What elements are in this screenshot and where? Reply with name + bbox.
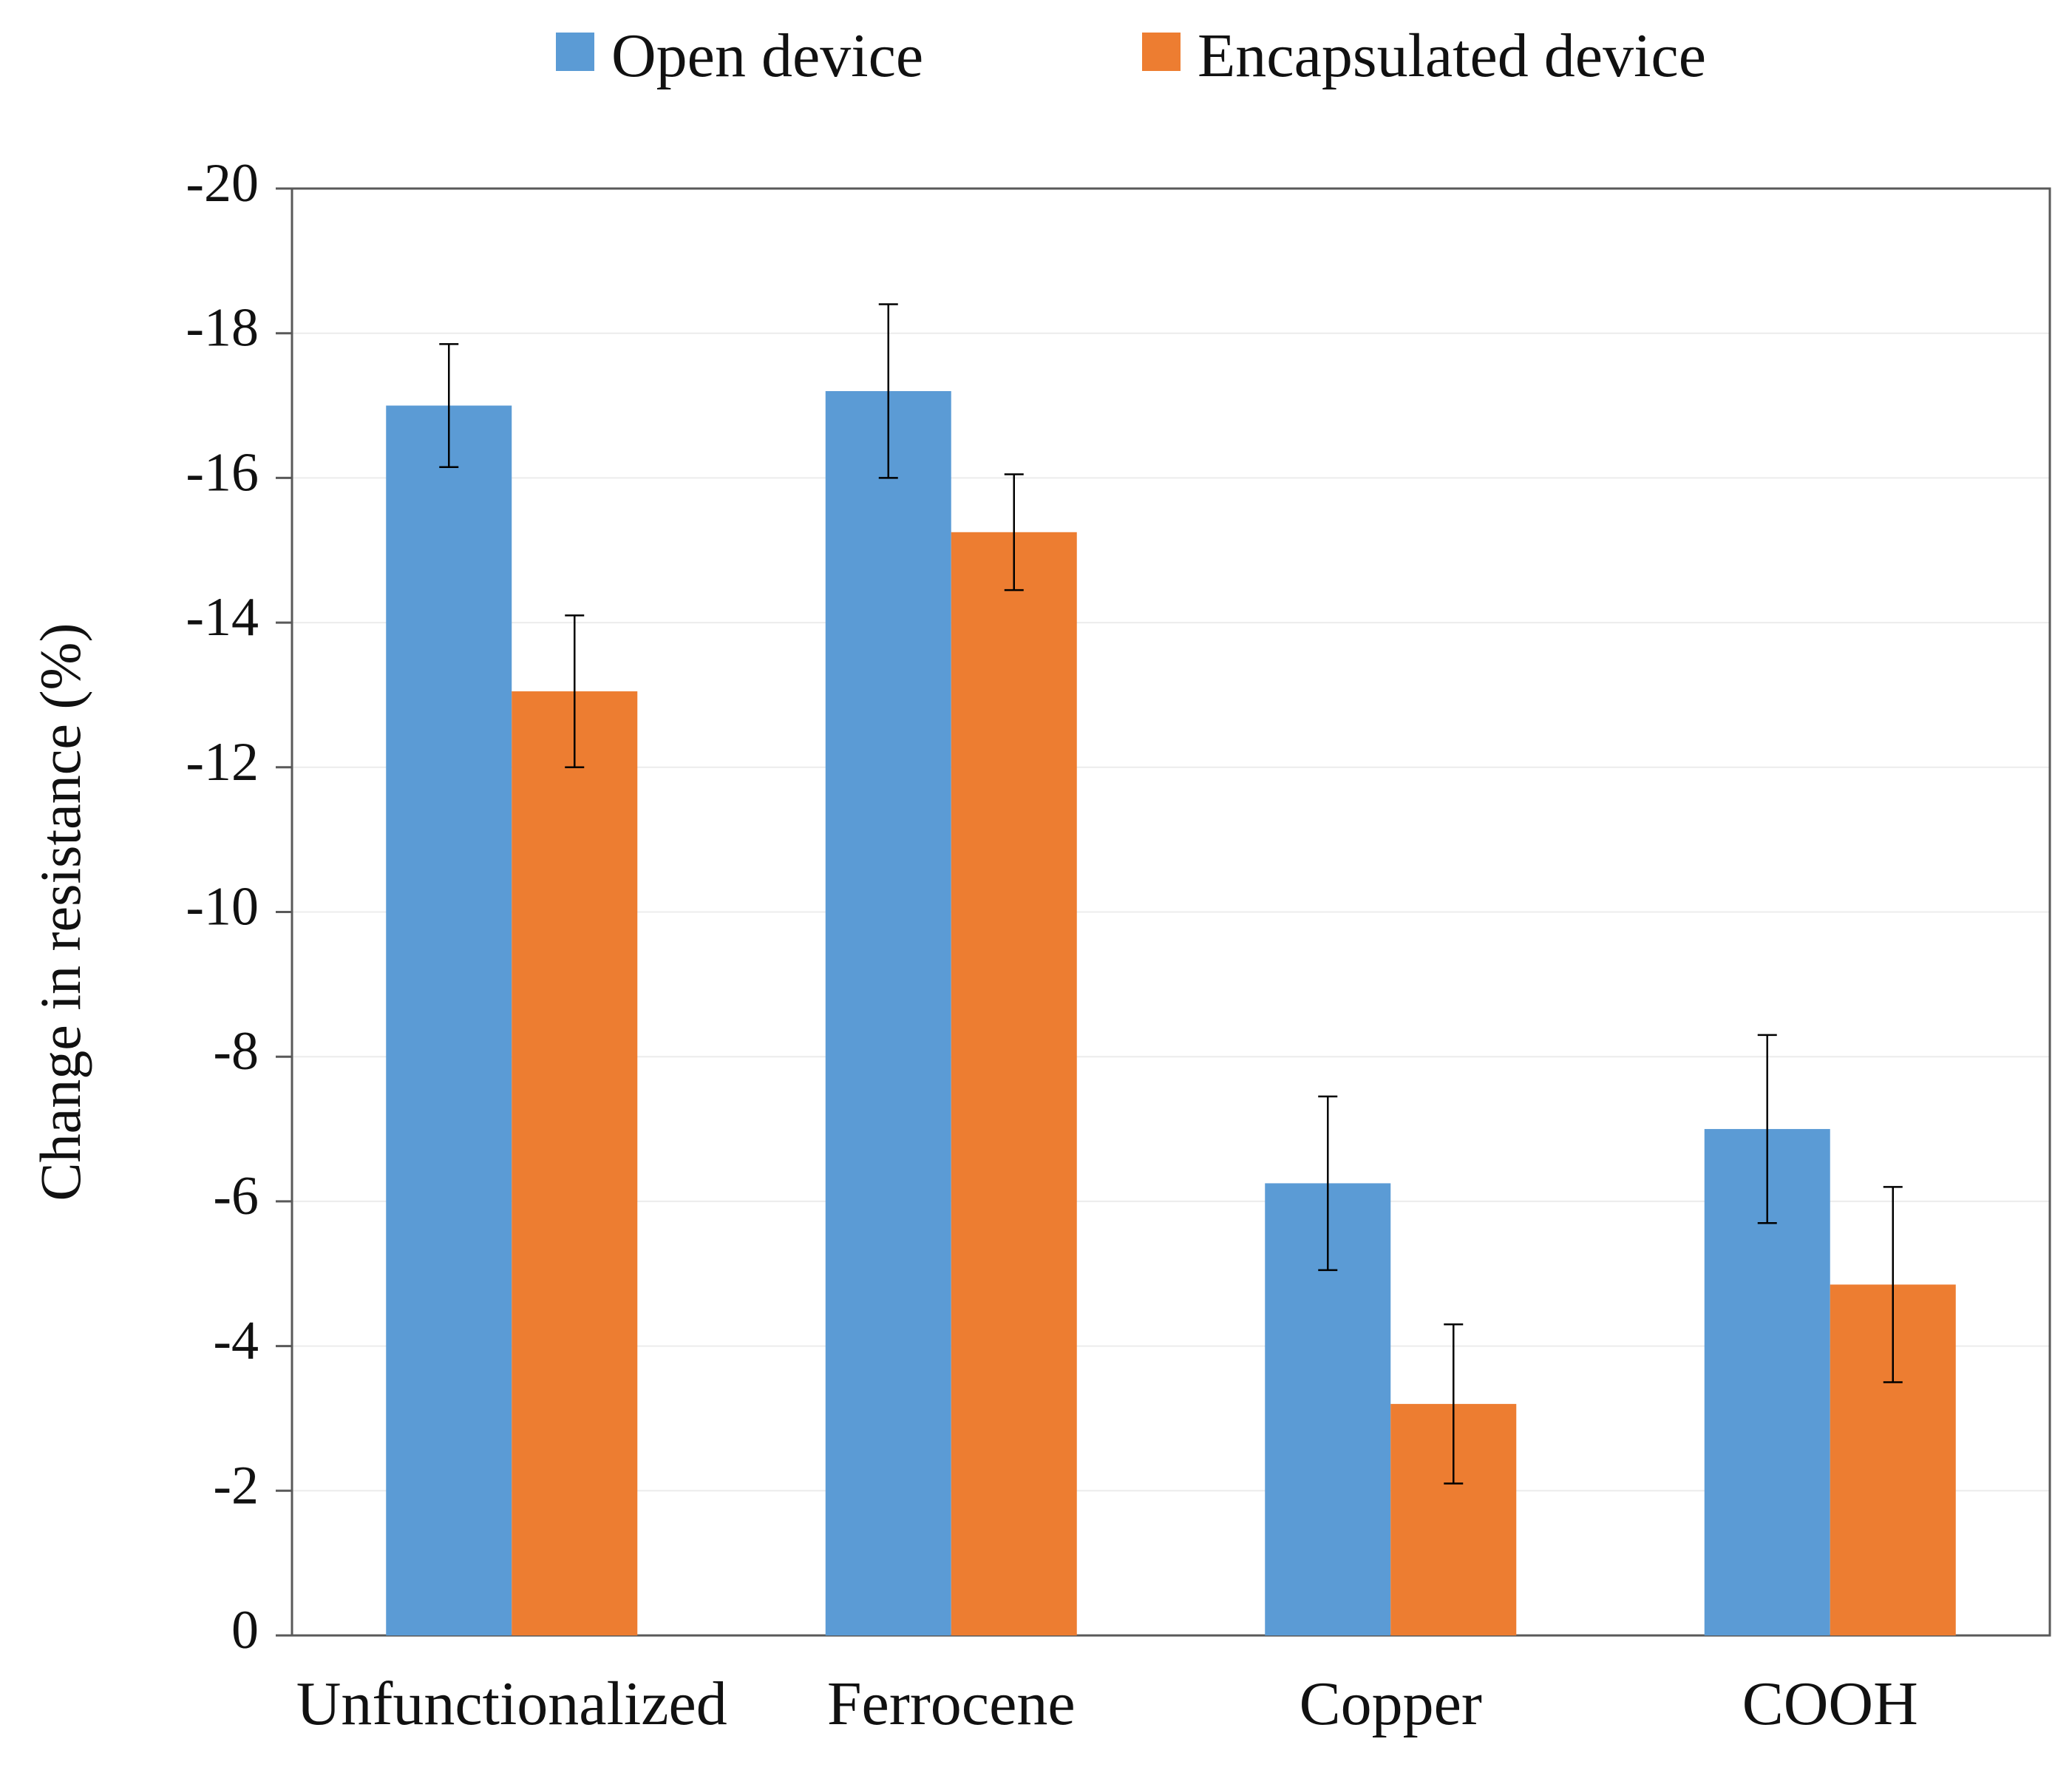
legend-label: Encapsulated device [1198, 21, 1706, 90]
legend-swatch [1142, 33, 1181, 71]
x-category-label: Unfunctionalized [296, 1669, 727, 1738]
legend: Open device Encapsulated device [556, 21, 1706, 90]
error-bars [439, 303, 1903, 1485]
y-tick-label: -12 [186, 732, 259, 793]
x-category-label: Ferrocene [827, 1669, 1076, 1738]
legend-swatch [556, 33, 594, 71]
x-category-label: COOH [1742, 1669, 1918, 1738]
x-axis: Unfunctionalized Ferrocene Copper COOH [296, 1669, 1918, 1738]
error-bar [1318, 1095, 1338, 1272]
y-tick-label: -20 [186, 153, 259, 214]
bar-encapsulated-device-unfunctionalized [512, 691, 638, 1635]
y-axis-title: Change in resistance (%) [28, 623, 92, 1201]
error-bar [439, 343, 459, 468]
y-tick-label: -10 [186, 876, 259, 937]
error-bar [1757, 1034, 1777, 1224]
bars [386, 390, 1956, 1635]
error-bar [565, 614, 585, 769]
y-tick-label: -16 [186, 442, 259, 503]
y-tick-label: -4 [213, 1311, 259, 1371]
y-axis: 0 -2 -4 -6 -8 -10 -12 -14 -16 -18 -20 [186, 153, 292, 1661]
error-bar [878, 303, 898, 479]
legend-label: Open device [611, 21, 923, 90]
y-tick-label: -6 [213, 1166, 259, 1227]
bar-encapsulated-device-ferrocene [951, 532, 1077, 1635]
bar-open-device-unfunctionalized [386, 405, 512, 1635]
bar-open-device-ferrocene [825, 390, 951, 1635]
y-tick-label: -18 [186, 298, 259, 359]
x-category-label: Copper [1300, 1669, 1482, 1738]
y-tick-label: 0 [231, 1600, 259, 1661]
y-tick-label: -8 [213, 1021, 259, 1082]
error-bar [1004, 473, 1024, 591]
y-tick-label: -2 [213, 1455, 259, 1516]
y-tick-label: -14 [186, 587, 259, 648]
error-bar [1444, 1323, 1464, 1485]
error-bar [1883, 1186, 1903, 1383]
